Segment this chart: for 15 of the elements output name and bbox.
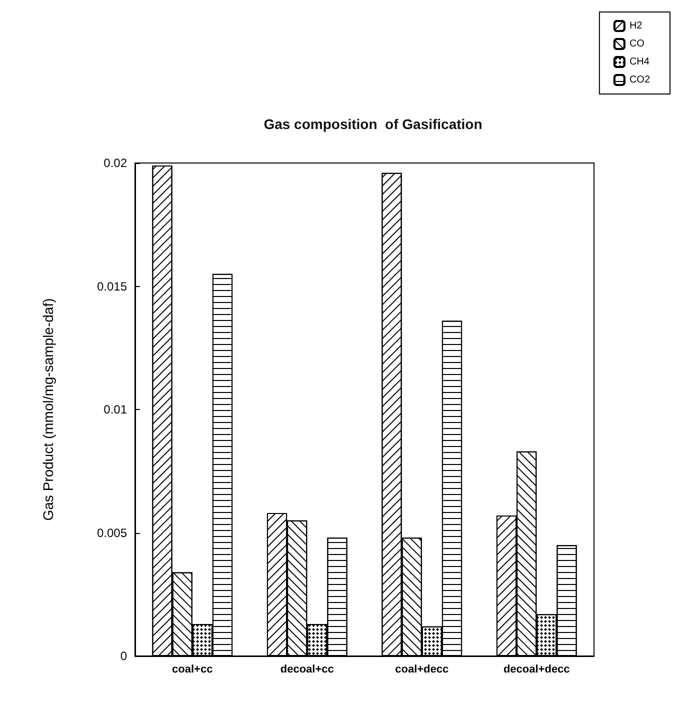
- x-tick-label: decoal+decc: [503, 664, 570, 676]
- x-tick-label: decoal+cc: [280, 664, 334, 676]
- legend-label: CH4: [629, 56, 650, 68]
- y-tick-label: 0.02: [104, 156, 128, 170]
- y-tick-label: 0.01: [104, 402, 128, 416]
- legend-label: CO2: [629, 74, 650, 86]
- x-tick-label: coal+decc: [395, 664, 449, 676]
- y-tick-label: 0.005: [96, 526, 128, 540]
- y-axis-title: Gas Product (mmol/mg-sample-daf): [40, 298, 56, 521]
- y-tick-label: 0: [120, 649, 128, 663]
- legend-label: CO: [629, 38, 645, 50]
- legend-label: H2: [629, 20, 643, 32]
- y-tick-label: 0.015: [96, 279, 128, 294]
- x-tick-label: coal+cc: [172, 664, 213, 676]
- chart-title: Gas composition of Gasification: [264, 116, 482, 132]
